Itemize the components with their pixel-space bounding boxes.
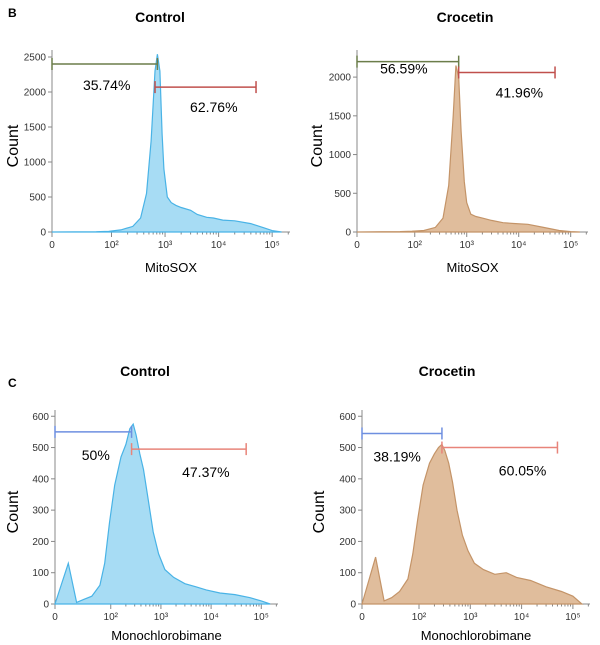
x-axis-label: MitoSOX bbox=[145, 260, 197, 275]
histogram-area bbox=[54, 422, 271, 605]
gate-percent-label: 60.05% bbox=[499, 463, 546, 479]
x-tick-label: 0 bbox=[354, 240, 360, 251]
y-tick-label: 2500 bbox=[24, 53, 47, 64]
y-tick-label: 100 bbox=[32, 568, 49, 579]
gate-percent-label: 62.76% bbox=[190, 99, 237, 115]
x-tick-label: 0 bbox=[52, 612, 58, 623]
x-axis-label: MitoSOX bbox=[446, 260, 498, 275]
x-tick-label: 10⁵ bbox=[563, 240, 578, 251]
y-tick-label: 400 bbox=[32, 474, 49, 485]
x-tick-label: 10³ bbox=[154, 612, 169, 623]
x-tick-label: 0 bbox=[359, 612, 365, 623]
gate-percent-label: 38.19% bbox=[373, 448, 420, 464]
x-axis-label: Monochlorobimane bbox=[421, 628, 532, 643]
x-tick-label: 10⁵ bbox=[254, 612, 269, 623]
chart-c-control: Control 0 100 200 300 400 500 600 0 10² 10³ 10⁴ 10⁵ M… bbox=[5, 363, 278, 643]
chart-b-control: Control 0 500 1000 1500 2000 2500 0 10² 10³ 10⁴ 10⁵… bbox=[5, 9, 290, 275]
y-axis-label: Count bbox=[311, 490, 328, 533]
x-tick-label: 10⁴ bbox=[514, 612, 529, 623]
x-tick-label: 10³ bbox=[463, 612, 478, 623]
y-tick-label: 1500 bbox=[24, 123, 47, 134]
panel-c-letter: C bbox=[8, 376, 17, 390]
y-tick-label: 0 bbox=[40, 228, 46, 239]
y-tick-label: 2000 bbox=[24, 88, 47, 99]
x-tick-label: 10⁵ bbox=[265, 240, 280, 251]
y-tick-label: 500 bbox=[29, 193, 46, 204]
x-tick-label: 10⁵ bbox=[565, 612, 580, 623]
gate-percent-label: 47.37% bbox=[182, 464, 229, 480]
gate-percent-label: 56.59% bbox=[380, 61, 427, 77]
y-tick-label: 300 bbox=[339, 506, 356, 517]
chart-c-crocetin: Crocetin 0 100 200 300 400 500 600 0 10² 10³ 10⁴ 10⁵… bbox=[311, 363, 590, 643]
y-tick-label: 0 bbox=[43, 600, 49, 611]
y-axis-label: Count bbox=[5, 490, 22, 533]
y-tick-label: 2000 bbox=[329, 73, 352, 84]
y-tick-label: 600 bbox=[32, 412, 49, 423]
x-tick-label: 10² bbox=[408, 240, 423, 251]
panel-b-letter: B bbox=[8, 6, 17, 20]
chart-title: Crocetin bbox=[437, 9, 494, 25]
histogram-area bbox=[361, 443, 584, 605]
chart-title: Crocetin bbox=[419, 363, 476, 379]
y-tick-label: 200 bbox=[32, 537, 49, 548]
y-tick-label: 1000 bbox=[24, 158, 47, 169]
chart-title: Control bbox=[135, 9, 185, 25]
x-axis-label: Monochlorobimane bbox=[111, 628, 222, 643]
histogram-area bbox=[51, 54, 282, 233]
x-tick-label: 10³ bbox=[459, 240, 474, 251]
y-tick-label: 0 bbox=[350, 600, 356, 611]
chart-title: Control bbox=[120, 363, 170, 379]
y-axis-label: Count bbox=[309, 124, 326, 167]
x-tick-label: 10⁴ bbox=[511, 240, 526, 251]
x-tick-label: 10² bbox=[412, 612, 427, 623]
histogram-area bbox=[356, 65, 580, 233]
y-axis-label: Count bbox=[5, 124, 22, 167]
y-tick-label: 500 bbox=[32, 443, 49, 454]
gate-percent-label: 35.74% bbox=[83, 77, 130, 93]
y-tick-label: 500 bbox=[339, 443, 356, 454]
y-tick-label: 1500 bbox=[329, 111, 352, 122]
x-tick-label: 10² bbox=[104, 612, 119, 623]
y-tick-label: 500 bbox=[334, 189, 351, 200]
gate-percent-label: 41.96% bbox=[496, 84, 543, 100]
y-tick-label: 200 bbox=[339, 537, 356, 548]
y-tick-label: 1000 bbox=[329, 150, 352, 161]
y-tick-label: 400 bbox=[339, 474, 356, 485]
y-tick-label: 0 bbox=[345, 228, 351, 239]
chart-b-crocetin: Crocetin 0 500 1000 1500 2000 0 10² 10³ 10⁴ 10⁵ Mit… bbox=[309, 9, 588, 275]
x-tick-label: 0 bbox=[49, 240, 55, 251]
x-tick-label: 10² bbox=[104, 240, 119, 251]
x-tick-label: 10⁴ bbox=[203, 612, 218, 623]
y-tick-label: 600 bbox=[339, 412, 356, 423]
x-tick-label: 10³ bbox=[158, 240, 173, 251]
gate-percent-label: 50% bbox=[82, 447, 110, 463]
x-tick-label: 10⁴ bbox=[211, 240, 226, 251]
y-tick-label: 300 bbox=[32, 506, 49, 517]
y-tick-label: 100 bbox=[339, 568, 356, 579]
